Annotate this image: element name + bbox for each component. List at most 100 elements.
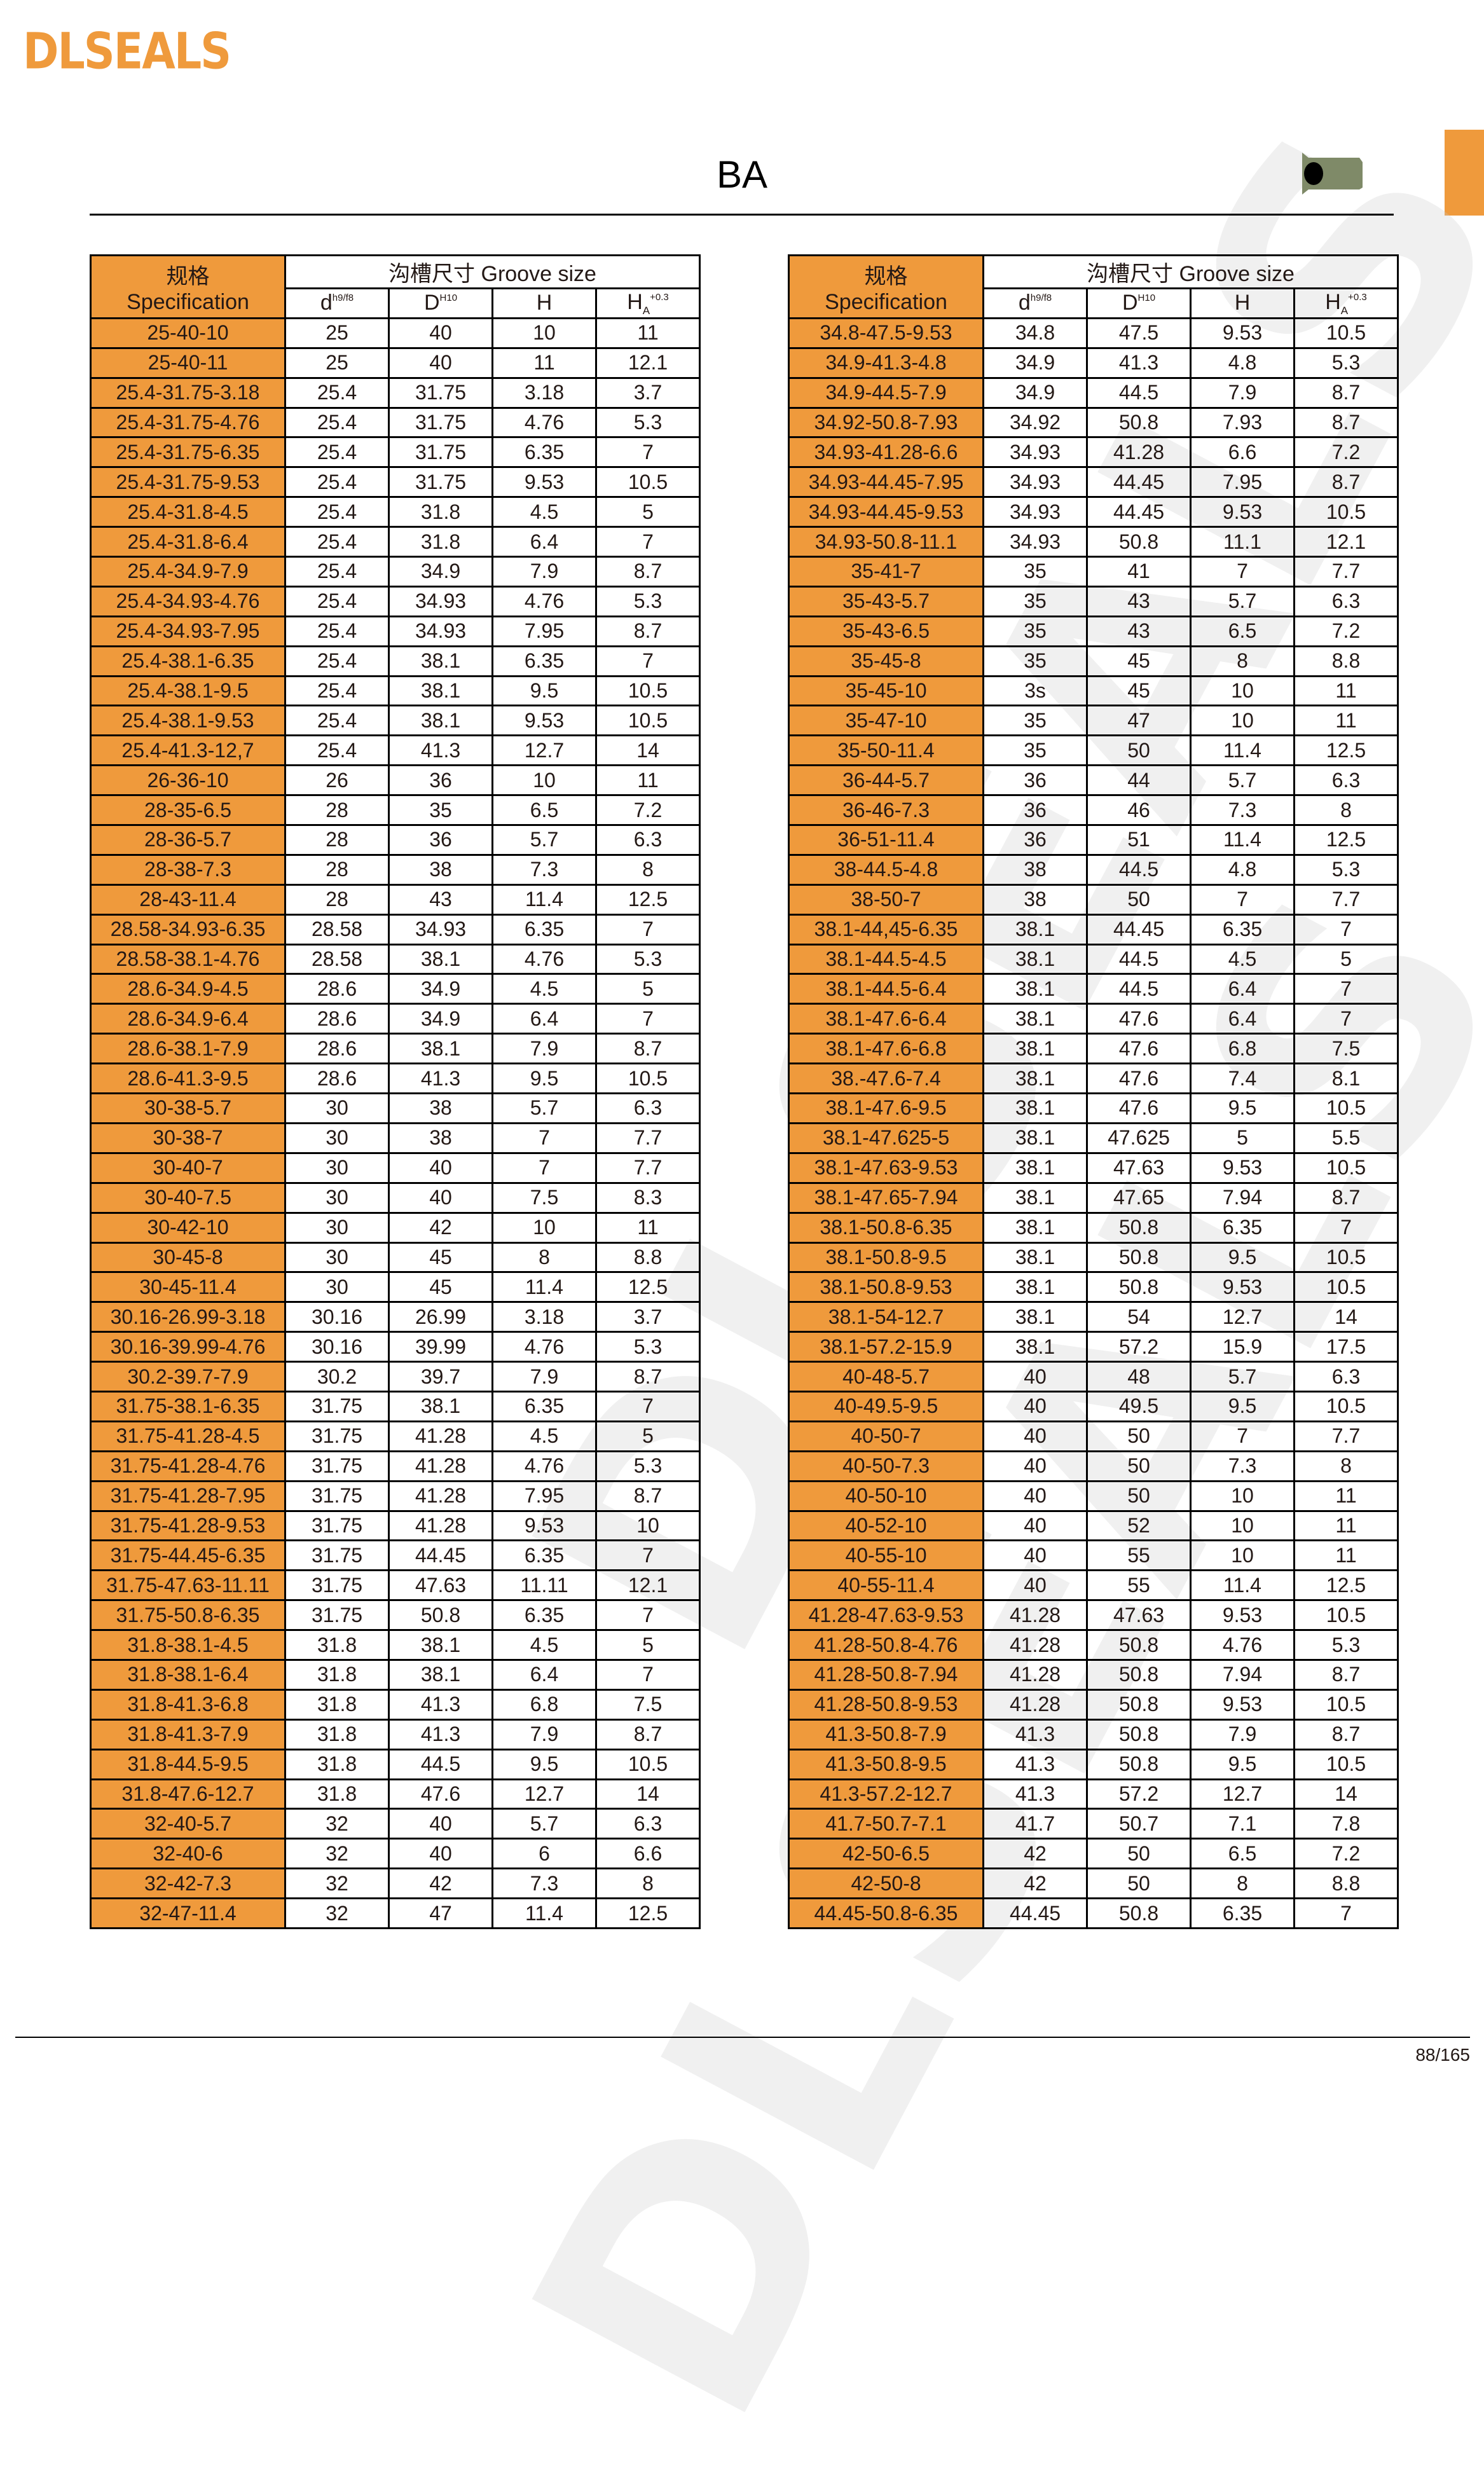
HA-cell: 14 <box>595 1778 701 1810</box>
HA-cell: 7.2 <box>1293 436 1399 469</box>
table-row: 36-51-11.4 36 51 11.4 12.5 <box>788 824 1399 856</box>
table-row: 25.4-31.75-3.18 25.4 31.75 3.18 3.7 <box>90 376 701 409</box>
table-row: 30-40-7 30 40 7 7.7 <box>90 1152 701 1184</box>
D-cell: 42 <box>388 1211 493 1244</box>
D-cell: 34.93 <box>388 913 493 946</box>
spec-cell: 25.4-31.75-4.76 <box>90 406 286 439</box>
HA-cell: 6.3 <box>1293 585 1399 617</box>
D-cell: 41.28 <box>388 1420 493 1452</box>
spec-cell: 31.75-38.1-6.35 <box>90 1390 286 1422</box>
HA-cell: 10.5 <box>1293 1390 1399 1422</box>
H-header: H <box>491 287 597 319</box>
table-row: 41.3-50.8-7.9 41.3 50.8 7.9 8.7 <box>788 1718 1399 1750</box>
spec-cell: 28.6-38.1-7.9 <box>90 1033 286 1065</box>
H-cell: 9.53 <box>1190 496 1295 528</box>
D-cell: 44.45 <box>1086 496 1192 528</box>
spec-cell: 30-42-10 <box>90 1211 286 1244</box>
spec-cell: 28.6-34.9-6.4 <box>90 1003 286 1035</box>
H-cell: 11 <box>491 347 597 379</box>
d-cell: 28 <box>284 824 390 856</box>
D-cell: 34.93 <box>388 615 493 647</box>
H-cell: 15.9 <box>1190 1331 1295 1363</box>
D-cell: 38.1 <box>388 1390 493 1422</box>
HA-cell: 5.3 <box>1293 347 1399 379</box>
d-cell: 31.8 <box>284 1778 390 1810</box>
d-cell: 44.45 <box>982 1897 1088 1929</box>
D-cell: 50.7 <box>1086 1808 1192 1840</box>
D-cell: 38 <box>388 1092 493 1124</box>
spec-cell: 38.1-47.6-9.5 <box>788 1092 984 1124</box>
d-cell: 34.92 <box>982 406 1088 439</box>
HA-header: HA+0.3 <box>1293 287 1399 319</box>
H-cell: 4.76 <box>491 406 597 439</box>
HA-cell: 8.7 <box>1293 376 1399 409</box>
D-cell: 51 <box>1086 824 1192 856</box>
table-row: 38.1-44.5-4.5 38.1 44.5 4.5 5 <box>788 943 1399 975</box>
D-cell: 34.9 <box>388 556 493 588</box>
HA-cell: 8.7 <box>595 1480 701 1512</box>
HA-cell: 7.5 <box>595 1688 701 1721</box>
table-row: 36-44-5.7 36 44 5.7 6.3 <box>788 764 1399 797</box>
H-cell: 12.7 <box>1190 1301 1295 1333</box>
table-row: 31.75-41.28-9.53 31.75 41.28 9.53 10 <box>90 1510 701 1542</box>
d-cell: 38.1 <box>982 1063 1088 1095</box>
table-row: 35-43-6.5 35 43 6.5 7.2 <box>788 615 1399 647</box>
HA-cell: 5.3 <box>595 406 701 439</box>
HA-cell: 5 <box>595 496 701 528</box>
spec-cell: 35-43-5.7 <box>788 585 984 617</box>
table-row: 25.4-31.75-6.35 25.4 31.75 6.35 7 <box>90 436 701 469</box>
HA-cell: 10.5 <box>595 1063 701 1095</box>
table-row: 41.28-50.8-9.53 41.28 50.8 9.53 10.5 <box>788 1688 1399 1721</box>
H-cell: 6.8 <box>1190 1033 1295 1065</box>
d-cell: 30 <box>284 1181 390 1214</box>
d-cell: 38.1 <box>982 1211 1088 1244</box>
d-cell: 34.93 <box>982 466 1088 499</box>
d-cell: 25.4 <box>284 436 390 469</box>
table-row: 28-35-6.5 28 35 6.5 7.2 <box>90 794 701 827</box>
D-cell: 41.28 <box>388 1480 493 1512</box>
D-header-tolerance: H10 <box>1137 292 1156 304</box>
spec-header: 规格 Specification <box>90 254 286 319</box>
H-cell: 3.18 <box>491 1301 597 1333</box>
spec-cell: 38.1-47.65-7.94 <box>788 1181 984 1214</box>
HA-cell: 10.5 <box>1293 496 1399 528</box>
spec-cell: 30-45-8 <box>90 1241 286 1274</box>
table-row: 28.6-34.9-4.5 28.6 34.9 4.5 5 <box>90 973 701 1005</box>
D-cell: 38.1 <box>388 675 493 707</box>
HA-cell: 10.5 <box>1293 1152 1399 1184</box>
D-cell: 50.8 <box>1086 1688 1192 1721</box>
d-cell: 31.75 <box>284 1420 390 1452</box>
table-row: 30-40-7.5 30 40 7.5 8.3 <box>90 1181 701 1214</box>
H-cell: 8 <box>491 1241 597 1274</box>
HA-cell: 8.7 <box>595 1033 701 1065</box>
HA-cell: 7 <box>595 913 701 946</box>
d-cell: 38.1 <box>982 1122 1088 1154</box>
D-cell: 31.75 <box>388 376 493 409</box>
D-cell: 41.28 <box>388 1450 493 1482</box>
HA-cell: 11 <box>595 317 701 349</box>
spec-cell: 38-44.5-4.8 <box>788 853 984 886</box>
table-row: 38.1-50.8-6.35 38.1 50.8 6.35 7 <box>788 1211 1399 1244</box>
spec-cell: 35-47-10 <box>788 705 984 737</box>
d-cell: 25.4 <box>284 556 390 588</box>
d-cell: 40 <box>982 1420 1088 1452</box>
H-cell: 7.94 <box>1190 1658 1295 1691</box>
D-cell: 50 <box>1086 883 1192 916</box>
table-row: 31.75-50.8-6.35 31.75 50.8 6.35 7 <box>90 1599 701 1632</box>
D-cell: 35 <box>388 794 493 827</box>
spec-cell: 31.75-47.63-11.11 <box>90 1569 286 1602</box>
D-cell: 43 <box>1086 585 1192 617</box>
table-row: 32-40-5.7 32 40 5.7 6.3 <box>90 1808 701 1840</box>
table-row: 28.58-38.1-4.76 28.58 38.1 4.76 5.3 <box>90 943 701 975</box>
page-number: 88/165 <box>1415 2045 1470 2065</box>
HA-cell: 5 <box>1293 943 1399 975</box>
HA-cell: 12.1 <box>1293 526 1399 558</box>
spec-cell: 28.6-34.9-4.5 <box>90 973 286 1005</box>
spec-cell: 40-48-5.7 <box>788 1361 984 1393</box>
table-row: 25.4-31.8-6.4 25.4 31.8 6.4 7 <box>90 526 701 558</box>
H-cell: 10 <box>491 1211 597 1244</box>
table-row: 28.6-34.9-6.4 28.6 34.9 6.4 7 <box>90 1003 701 1035</box>
HA-cell: 6.3 <box>1293 764 1399 797</box>
dlseals-logo: DLSEALS <box>23 23 231 81</box>
table-row: 41.28-47.63-9.53 41.28 47.63 9.53 10.5 <box>788 1599 1399 1632</box>
